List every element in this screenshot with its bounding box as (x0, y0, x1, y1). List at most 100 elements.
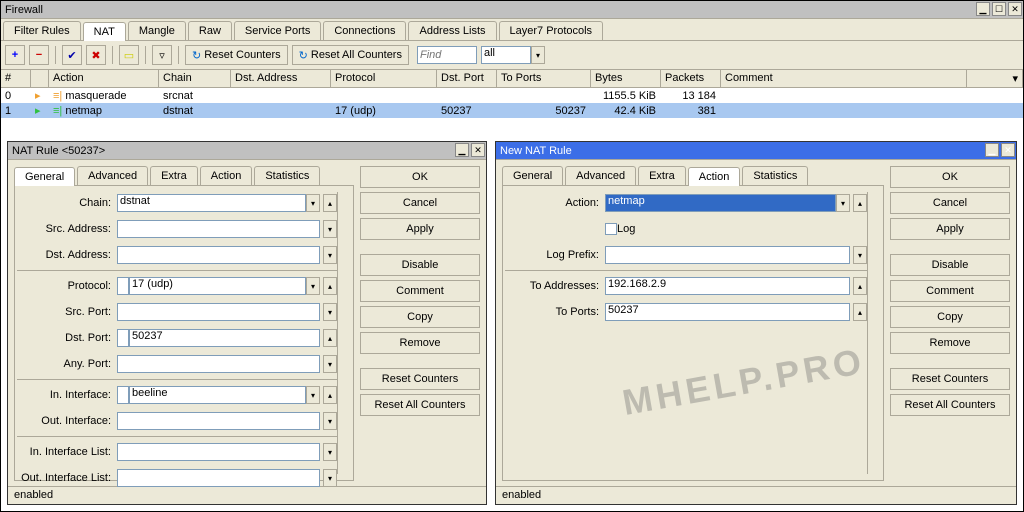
tab-address-lists[interactable]: Address Lists (408, 21, 496, 40)
close-icon[interactable]: ✕ (1008, 2, 1022, 16)
tab-action[interactable]: Action (200, 166, 253, 185)
enable-button[interactable]: ✔ (62, 45, 82, 65)
tab-nat[interactable]: NAT (83, 22, 126, 41)
srcport-input[interactable] (117, 303, 320, 321)
anyport-input[interactable] (117, 355, 320, 373)
expand-icon[interactable]: ▾ (323, 412, 337, 430)
apply-button[interactable]: Apply (360, 218, 480, 240)
maximize-icon[interactable]: ☐ (992, 2, 1006, 16)
chain-input[interactable]: dstnat (117, 194, 306, 212)
column-header[interactable]: # (1, 70, 31, 87)
inlist-input[interactable] (117, 443, 320, 461)
outlist-input[interactable] (117, 469, 320, 487)
disable-button[interactable]: Disable (890, 254, 1010, 276)
column-header[interactable]: Dst. Port (437, 70, 497, 87)
column-header[interactable] (31, 70, 49, 87)
dropdown-icon[interactable]: ▾ (306, 277, 320, 295)
minimize-icon[interactable]: ▁ (455, 143, 469, 157)
comment-button[interactable]: Comment (360, 280, 480, 302)
reset-all-counters-button[interactable]: ↻Reset All Counters (292, 45, 409, 65)
filter-select[interactable]: all (481, 46, 531, 64)
toaddr-input[interactable]: 192.168.2.9 (605, 277, 850, 295)
reset-counters-button[interactable]: Reset Counters (890, 368, 1010, 390)
disable-button[interactable]: ✖ (86, 45, 106, 65)
scrollbar[interactable] (867, 192, 881, 474)
tab-general[interactable]: General (502, 166, 563, 185)
reset-counters-button[interactable]: Reset Counters (360, 368, 480, 390)
tab-extra[interactable]: Extra (638, 166, 686, 185)
scrollbar[interactable] (337, 192, 351, 474)
dstport-input[interactable]: 50237 (129, 329, 320, 347)
remove-button[interactable]: − (29, 45, 49, 65)
disable-button[interactable]: Disable (360, 254, 480, 276)
tab-layer7-protocols[interactable]: Layer7 Protocols (499, 21, 604, 40)
tab-general[interactable]: General (14, 167, 75, 186)
expand-icon[interactable]: ▴ (853, 277, 867, 295)
iniface-input[interactable]: beeline (129, 386, 306, 404)
dropdown-icon[interactable]: ▾ (531, 46, 545, 64)
copy-button[interactable]: Copy (360, 306, 480, 328)
dstaddr-input[interactable] (117, 246, 320, 264)
column-header[interactable]: Bytes (591, 70, 661, 87)
remove-button[interactable]: Remove (360, 332, 480, 354)
expand-icon[interactable]: ▴ (323, 386, 337, 404)
minimize-icon[interactable]: ▁ (976, 2, 990, 16)
expand-icon[interactable]: ▴ (323, 194, 337, 212)
copy-button[interactable]: Copy (890, 306, 1010, 328)
expand-icon[interactable]: ▾ (323, 246, 337, 264)
logprefix-input[interactable] (605, 246, 850, 264)
srcaddr-input[interactable] (117, 220, 320, 238)
column-header[interactable]: Chain (159, 70, 231, 87)
close-icon[interactable]: ✕ (471, 143, 485, 157)
reset-all-counters-button[interactable]: Reset All Counters (360, 394, 480, 416)
tab-advanced[interactable]: Advanced (77, 166, 148, 185)
remove-button[interactable]: Remove (890, 332, 1010, 354)
tab-advanced[interactable]: Advanced (565, 166, 636, 185)
dropdown-icon[interactable]: ▾ (306, 386, 320, 404)
tab-filter-rules[interactable]: Filter Rules (3, 21, 81, 40)
protocol-input[interactable]: 17 (udp) (129, 277, 306, 295)
log-checkbox[interactable] (605, 223, 617, 235)
toports-input[interactable]: 50237 (605, 303, 850, 321)
column-header[interactable]: Dst. Address (231, 70, 331, 87)
dropdown-icon[interactable]: ▾ (836, 194, 850, 212)
action-input[interactable]: netmap (605, 194, 836, 212)
expand-icon[interactable]: ▾ (323, 355, 337, 373)
apply-button[interactable]: Apply (890, 218, 1010, 240)
ok-button[interactable]: OK (890, 166, 1010, 188)
comment-button[interactable]: Comment (890, 280, 1010, 302)
expand-icon[interactable]: ▴ (853, 303, 867, 321)
cancel-button[interactable]: Cancel (890, 192, 1010, 214)
add-button[interactable]: + (5, 45, 25, 65)
tab-raw[interactable]: Raw (188, 21, 232, 40)
tab-action[interactable]: Action (688, 167, 741, 186)
expand-icon[interactable]: ▴ (323, 329, 337, 347)
table-row[interactable]: 1▸≡| netmapdstnat17 (udp)502375023742.4 … (1, 103, 1023, 118)
expand-icon[interactable]: ▾ (323, 303, 337, 321)
expand-icon[interactable]: ▾ (323, 220, 337, 238)
reset-counters-button[interactable]: ↻Reset Counters (185, 45, 288, 65)
filter-icon[interactable]: ▿ (152, 45, 172, 65)
tab-extra[interactable]: Extra (150, 166, 198, 185)
find-input[interactable] (417, 46, 477, 64)
column-header[interactable]: Comment (721, 70, 967, 87)
tab-service-ports[interactable]: Service Ports (234, 21, 321, 40)
expand-icon[interactable]: ▾ (323, 469, 337, 487)
expand-icon[interactable]: ▾ (323, 443, 337, 461)
outiface-input[interactable] (117, 412, 320, 430)
column-header[interactable]: Packets (661, 70, 721, 87)
expand-icon[interactable]: ▴ (323, 277, 337, 295)
ok-button[interactable]: OK (360, 166, 480, 188)
expand-icon[interactable]: ▾ (853, 246, 867, 264)
comment-button[interactable]: ▭ (119, 45, 139, 65)
close-icon[interactable]: ✕ (1001, 143, 1015, 157)
minimize-icon[interactable]: ▁ (985, 143, 999, 157)
column-header[interactable]: To Ports (497, 70, 591, 87)
expand-icon[interactable]: ▴ (853, 194, 867, 212)
tab-statistics[interactable]: Statistics (742, 166, 808, 185)
dropdown-icon[interactable]: ▾ (306, 194, 320, 212)
reset-all-counters-button[interactable]: Reset All Counters (890, 394, 1010, 416)
tab-mangle[interactable]: Mangle (128, 21, 186, 40)
table-row[interactable]: 0▸≡| masqueradesrcnat1155.5 KiB13 184 (1, 88, 1023, 103)
tab-connections[interactable]: Connections (323, 21, 406, 40)
